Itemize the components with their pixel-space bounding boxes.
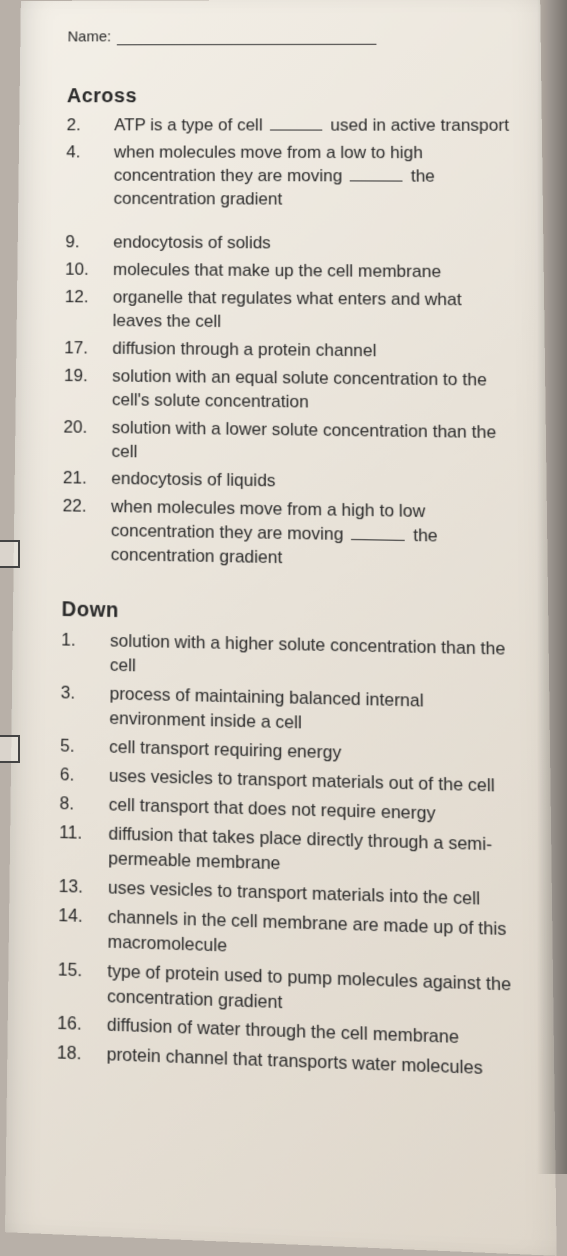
clue-number: 17. [64, 337, 96, 361]
clue-text: molecules that make up the cell membrane [113, 259, 515, 285]
clue-row: 14. channels in the cell membrane are mad… [58, 904, 523, 969]
clue-text: process of maintaining balanced internal… [109, 683, 520, 742]
clue-number: 14. [58, 904, 91, 955]
clue-row: 22. when molecules move from a high to lo… [62, 495, 518, 575]
clue-number: 3. [60, 682, 93, 731]
clue-number: 1. [61, 629, 94, 678]
clue-number: 12. [64, 286, 96, 333]
clue-row: 4.when molecules move from a low to high… [66, 141, 514, 212]
clue-number: 16. [57, 1012, 90, 1038]
clue-number: 20. [63, 416, 96, 464]
answer-blank[interactable] [350, 165, 403, 182]
down-clue-list: 1. solution with a higher solute concentr… [57, 629, 525, 1084]
across-clue-list: 2. ATP is a type of cell used in active t… [62, 114, 518, 575]
clue-text: solution with a higher solute concentrat… [110, 630, 520, 687]
answer-blank[interactable] [270, 114, 322, 130]
clue-number: 15. [57, 958, 91, 1009]
clue-number: 11. [59, 821, 92, 871]
clue-row: 11. diffusion that takes place directly t… [59, 821, 522, 884]
clue-text: organelle that regulates what enters and… [113, 286, 516, 336]
clue-number: 4. [66, 141, 98, 211]
clue-text: type of protein used to pump molecules a… [107, 959, 524, 1023]
clue-number: 8. [59, 792, 92, 817]
clue-text: when molecules move from a high to low c… [111, 496, 519, 575]
clue-text: solution with a lower solute concentrati… [111, 416, 517, 469]
clue-number: 18. [57, 1041, 90, 1067]
clue-text: when molecules move from a low to high c… [114, 141, 515, 212]
clue-text: endocytosis of liquids [111, 468, 517, 498]
worksheet-page: Name: Across 2. ATP is a type of cell use… [5, 0, 557, 1256]
down-title: Down [61, 598, 519, 631]
clue-row: 19. solution with an equal solute concent… [64, 364, 517, 417]
clue-text: diffusion that takes place directly thro… [108, 822, 522, 883]
clue-text: solution with an equal solute concentrat… [112, 365, 517, 417]
clue-row: 20. solution with a lower solute concentr… [63, 416, 517, 470]
clue-number: 9. [65, 231, 97, 254]
clue-row: 12. organelle that regulates what enters … [64, 286, 515, 337]
clue-number: 2. [67, 114, 99, 137]
clue-number: 21. [63, 467, 95, 491]
clue-number: 10. [65, 258, 97, 282]
across-section: Across 2. ATP is a type of cell used in a… [62, 85, 518, 575]
clue-row: 9. endocytosis of solids [65, 231, 514, 257]
clue-row: 3. process of maintaining balanced intern… [60, 682, 520, 742]
clue-text: diffusion through a protein channel [112, 337, 516, 365]
clue-number: 22. [62, 495, 95, 567]
clue-number: 19. [64, 364, 97, 412]
margin-checkbox-2 [0, 735, 20, 763]
name-row: Name: [67, 27, 512, 45]
clue-number: 6. [60, 763, 93, 788]
page-right-shadow [537, 0, 567, 1174]
clue-text: ATP is a type of cell used in active tra… [114, 114, 513, 138]
clue-number: 5. [60, 735, 93, 760]
clue-row: 10. molecules that make up the cell membr… [65, 258, 515, 284]
name-label: Name: [67, 28, 111, 45]
clue-text: channels in the cell membrane are made u… [107, 905, 523, 968]
clue-text: endocytosis of solids [113, 231, 515, 257]
answer-blank[interactable] [351, 524, 405, 542]
name-blank-line[interactable] [117, 28, 377, 45]
clue-row: 2. ATP is a type of cell used in active t… [67, 114, 514, 138]
clue-row: 1. solution with a higher solute concentr… [61, 629, 520, 687]
clue-row: 17. diffusion through a protein channel [64, 337, 516, 365]
across-title: Across [67, 85, 513, 108]
down-section: Down 1. solution with a higher solute con… [57, 598, 525, 1083]
clue-number: 13. [59, 874, 92, 900]
margin-checkbox-1 [0, 540, 20, 568]
clue-row: 21. endocytosis of liquids [63, 467, 518, 498]
